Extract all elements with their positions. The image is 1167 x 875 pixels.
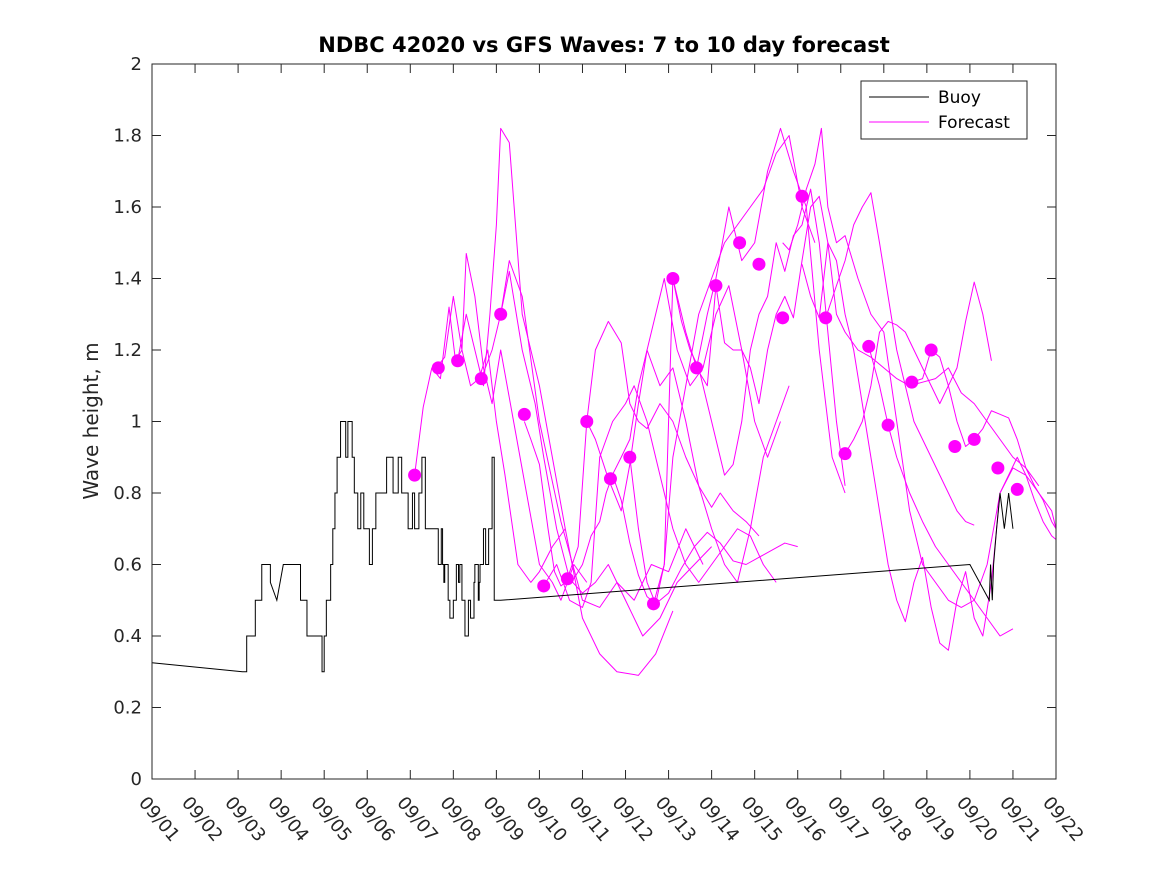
y-tick-label: 0 <box>131 769 142 790</box>
forecast-point <box>991 461 1005 475</box>
forecast-series-line <box>782 127 1057 608</box>
forecast-point <box>795 189 809 203</box>
forecast-point <box>408 468 422 482</box>
forecast-point <box>580 415 594 428</box>
chart-title: NDBC 42020 vs GFS Waves: 7 to 10 day for… <box>318 33 889 57</box>
legend-buoy-label: Buoy <box>938 88 981 108</box>
y-tick-label: 1 <box>131 412 142 433</box>
forecast-series-line <box>672 188 846 486</box>
y-tick-label: 0.4 <box>113 626 142 647</box>
y-axis-label: Wave height, m <box>79 342 103 499</box>
forecast-point <box>666 272 680 285</box>
forecast-series-line <box>610 278 781 479</box>
buoy-series-line <box>151 421 1014 673</box>
forecast-series-line <box>566 320 760 579</box>
y-tick-labels: 0 0.2 0.4 0.6 0.8 1 1.2 1.4 1.6 1.8 2 <box>113 54 142 790</box>
plot-frame <box>151 63 1057 780</box>
forecast-series-line <box>696 195 1040 487</box>
forecast-point <box>881 418 895 432</box>
forecast-point <box>819 311 833 325</box>
forecast-series-line <box>801 242 1057 651</box>
forecast-point <box>1010 482 1024 496</box>
forecast-series-line <box>825 192 975 526</box>
y-tick-label: 1.6 <box>113 197 142 218</box>
y-tick-label: 0.2 <box>113 698 142 719</box>
forecast-series-line <box>523 421 798 605</box>
legend: Buoy Forecast <box>860 80 1028 140</box>
y-tick-label: 1.4 <box>113 269 142 290</box>
y-tick-label: 0.8 <box>113 483 142 504</box>
forecast-point <box>733 236 747 250</box>
forecast-point <box>517 407 531 421</box>
y-tick-label: 1.2 <box>113 340 142 361</box>
forecast-point <box>752 257 766 271</box>
forecast-series-line <box>653 127 846 604</box>
forecast-point <box>967 432 981 446</box>
y-tick-label: 0.6 <box>113 555 142 576</box>
plot-area <box>152 64 1056 779</box>
forecast-point <box>560 572 574 586</box>
forecast-point <box>690 361 704 375</box>
forecast-point <box>709 279 723 293</box>
forecast-series-line <box>543 385 777 608</box>
forecast-point <box>603 472 617 486</box>
forecast-point <box>862 339 876 353</box>
forecast-point <box>537 579 551 593</box>
forecast-point <box>924 343 938 357</box>
forecast-point <box>474 372 488 386</box>
forecast-point <box>776 311 790 325</box>
forecast-series-line <box>911 349 1057 530</box>
forecast-point <box>838 447 852 461</box>
forecast-series-line <box>844 281 992 454</box>
legend-box <box>860 80 1028 140</box>
forecast-series-line <box>629 135 816 605</box>
forecast-point <box>623 450 637 464</box>
y-tick-label: 2 <box>131 54 142 75</box>
forecast-point <box>647 597 660 611</box>
forecast-series-line <box>586 349 790 583</box>
forecast-point <box>494 307 508 321</box>
y-tick-label: 1.8 <box>113 126 142 147</box>
forecast-point <box>948 440 962 454</box>
legend-forecast-label: Forecast <box>938 113 1010 133</box>
series-layer <box>151 127 1057 676</box>
forecast-point <box>905 375 919 389</box>
forecast-point <box>451 354 465 368</box>
forecast-series-line <box>435 252 588 601</box>
forecast-point <box>431 361 445 375</box>
